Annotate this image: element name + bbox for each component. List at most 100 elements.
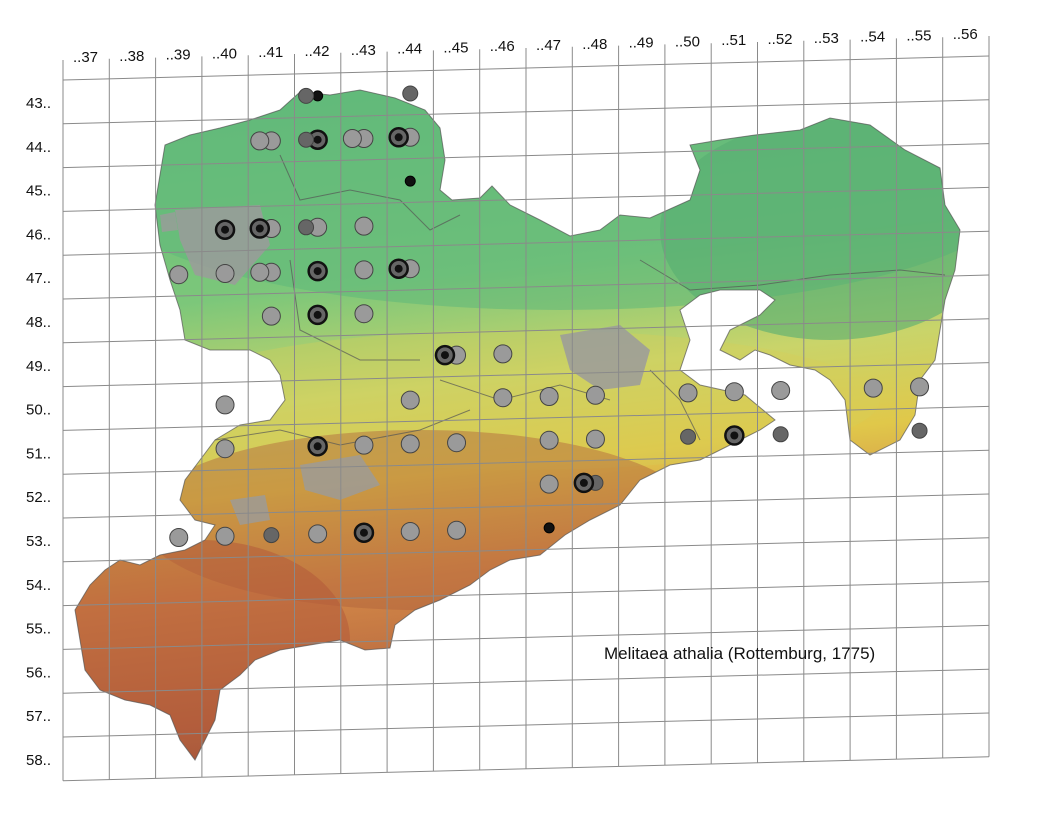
column-label: ..48 xyxy=(582,36,607,53)
recent-record-inner-dot xyxy=(440,351,449,360)
old-record-marker xyxy=(215,526,235,546)
column-label: ..42 xyxy=(305,43,330,60)
row-label: 56.. xyxy=(26,664,51,681)
recent-record-inner-dot xyxy=(313,135,322,144)
mid-record-marker xyxy=(402,85,419,102)
old-record-marker xyxy=(354,304,374,324)
grid-line-horizontal xyxy=(62,712,990,738)
recent-record-inner-dot xyxy=(579,478,588,487)
urban-dresden xyxy=(560,325,650,390)
old-record-marker xyxy=(447,520,467,540)
column-label: ..50 xyxy=(675,33,700,50)
row-label: 57.. xyxy=(26,708,51,725)
grid-line-horizontal xyxy=(62,362,990,388)
column-labels: ..37 ..38 ..39 ..40 ..41 ..42 ..43 ..44 ..45 ..46… xyxy=(73,26,978,66)
old-record-marker xyxy=(354,260,374,280)
old-record-marker xyxy=(169,265,189,285)
recent-record-inner-dot xyxy=(313,310,322,319)
row-label: 49.. xyxy=(26,358,51,375)
old-record-marker xyxy=(215,395,235,415)
mid-record-marker xyxy=(911,422,928,439)
recent-record-inner-dot xyxy=(394,264,403,273)
old-record-marker xyxy=(539,474,559,494)
old-record-marker xyxy=(308,524,328,544)
column-label: ..53 xyxy=(814,30,839,47)
mid-record-marker xyxy=(680,428,697,445)
column-label: ..51 xyxy=(721,32,746,49)
old-record-marker xyxy=(863,378,883,398)
old-record-marker xyxy=(354,216,374,236)
row-label: 44.. xyxy=(26,139,51,156)
old-record-marker xyxy=(493,388,513,408)
old-record-marker xyxy=(539,430,559,450)
old-record-marker xyxy=(447,433,467,453)
row-labels: 43.. 44.. 45.. 46.. 47.. 48.. 49.. 50.. 51.. 52..… xyxy=(26,95,51,769)
old-record-marker xyxy=(169,528,189,547)
row-label: 51.. xyxy=(26,445,51,462)
grid-line-horizontal xyxy=(62,624,990,650)
grid-line-horizontal xyxy=(62,668,990,694)
grid-line-horizontal xyxy=(62,55,990,81)
column-label: ..49 xyxy=(629,35,654,52)
record-points xyxy=(169,85,930,547)
row-label: 43.. xyxy=(26,95,51,112)
recent-record-inner-dot xyxy=(221,225,230,234)
old-record-marker xyxy=(250,262,270,282)
row-label: 46.. xyxy=(26,226,51,243)
species-title: Melitaea athalia (Rottemburg, 1775) xyxy=(604,644,875,663)
row-label: 52.. xyxy=(26,489,51,506)
old-record-marker xyxy=(400,522,420,541)
old-record-marker xyxy=(585,385,605,405)
urban-west xyxy=(160,212,178,232)
column-label: ..45 xyxy=(443,39,468,56)
row-label: 53.. xyxy=(26,533,51,550)
mid-record-marker xyxy=(263,527,280,544)
grid-line-horizontal xyxy=(62,186,990,212)
grid-line-horizontal xyxy=(62,449,990,475)
old-record-marker xyxy=(215,264,235,283)
old-record-marker xyxy=(585,429,605,449)
column-label: ..44 xyxy=(397,41,422,58)
row-label: 47.. xyxy=(26,270,51,287)
recent-record-inner-dot xyxy=(359,528,368,537)
column-label: ..46 xyxy=(490,38,515,55)
row-label: 45.. xyxy=(26,183,51,200)
row-label: 48.. xyxy=(26,314,51,331)
grid-line-horizontal xyxy=(62,274,990,300)
map-grid xyxy=(62,36,990,782)
grid-line-horizontal xyxy=(62,99,990,125)
grid-line-horizontal xyxy=(62,230,990,256)
column-label: ..55 xyxy=(906,27,931,44)
recent-record-inner-dot xyxy=(394,133,403,142)
old-record-marker xyxy=(493,344,513,364)
old-record-marker xyxy=(771,381,791,400)
column-label: ..41 xyxy=(258,44,283,61)
column-label: ..43 xyxy=(351,42,376,59)
recent-record-inner-dot xyxy=(730,431,739,440)
old-record-marker xyxy=(354,435,374,455)
recent-record-inner-dot xyxy=(313,267,322,276)
row-label: 54.. xyxy=(26,577,51,594)
recent-record-inner-dot xyxy=(255,224,264,233)
mid-record-marker xyxy=(298,87,315,104)
mid-record-marker xyxy=(298,131,315,148)
urban-zwickau xyxy=(230,495,270,525)
old-record-marker xyxy=(910,377,930,397)
urban-leipzig xyxy=(175,205,270,285)
mid-record-marker xyxy=(298,219,315,236)
old-record-marker xyxy=(250,131,270,151)
mid-record-marker xyxy=(772,426,789,443)
old-record-marker xyxy=(261,306,281,326)
old-record-marker xyxy=(400,434,420,454)
row-label: 55.. xyxy=(26,621,51,638)
recent-record-marker xyxy=(404,175,416,187)
old-record-marker xyxy=(724,382,744,402)
recent-record-inner-dot xyxy=(313,442,322,451)
column-label: ..39 xyxy=(166,47,191,64)
grid-line-horizontal xyxy=(62,756,990,782)
old-record-marker xyxy=(539,387,559,406)
column-label: ..40 xyxy=(212,45,237,62)
column-label: ..47 xyxy=(536,37,561,54)
